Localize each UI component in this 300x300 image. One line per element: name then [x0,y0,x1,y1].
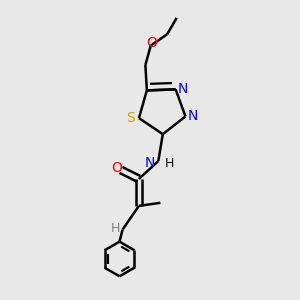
Text: O: O [111,160,122,175]
Text: H: H [165,157,174,170]
Text: N: N [178,82,188,96]
Text: H: H [110,222,120,235]
Text: N: N [188,109,198,123]
Text: S: S [126,111,135,125]
Text: N: N [145,156,155,170]
Text: O: O [146,36,157,50]
